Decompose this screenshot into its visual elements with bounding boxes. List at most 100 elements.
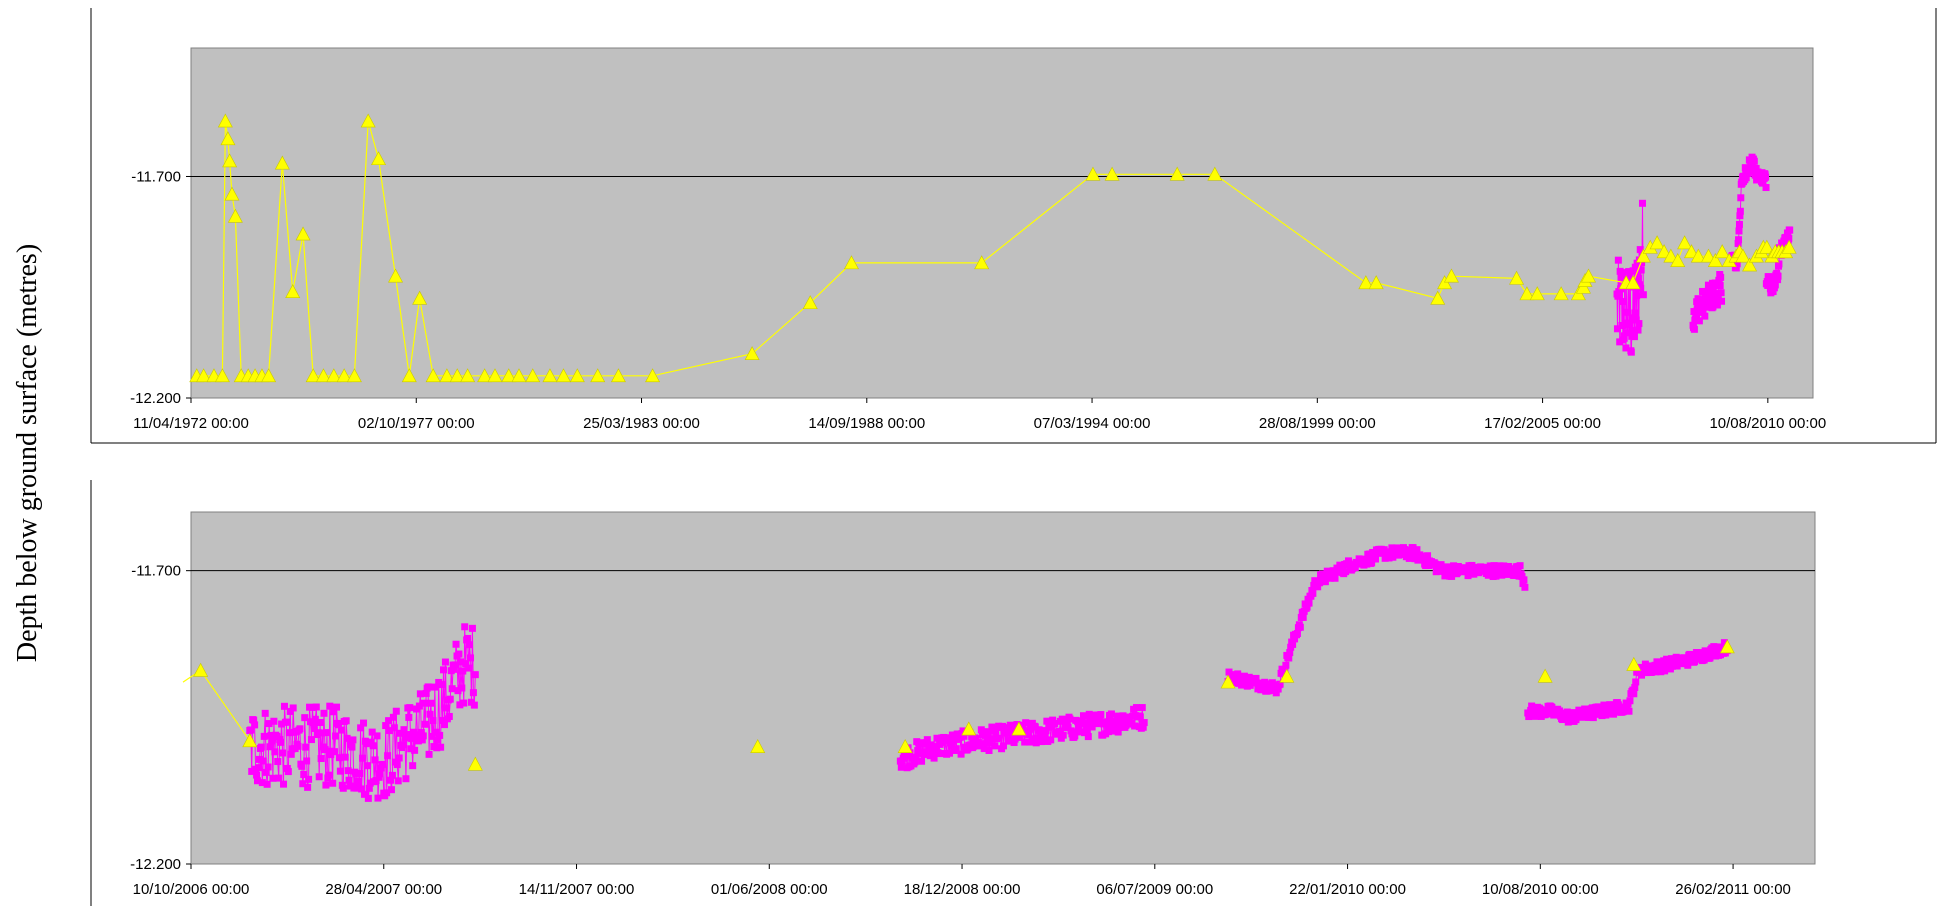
- chart1-manual-point: [555, 368, 571, 383]
- chart2-logger-point: [326, 702, 334, 710]
- chart1-manual-point: [1677, 235, 1693, 250]
- chart2-logger-point: [371, 756, 379, 764]
- chart2-manual-point: [467, 756, 483, 771]
- chart2-logger-point: [1071, 732, 1079, 740]
- chart2-logger-point: [344, 767, 352, 775]
- chart1-manual-point: [1553, 286, 1569, 301]
- chart2-logger-point: [456, 701, 464, 709]
- chart2-logger-point: [919, 740, 927, 748]
- chart2-logger-point: [441, 658, 449, 666]
- chart2-logger-point: [1318, 570, 1326, 578]
- chart2-logger-point: [379, 760, 387, 768]
- chart2-logger-point: [323, 729, 331, 737]
- chart2-logger-point: [1593, 710, 1601, 718]
- chart2-x-tick-label: 22/01/2010 00:00: [1289, 881, 1406, 898]
- chart2-logger-point: [1238, 681, 1246, 689]
- chart2-logger-point: [1018, 721, 1026, 729]
- chart2-logger-point: [277, 738, 285, 746]
- chart2-logger-point: [1003, 729, 1011, 737]
- chart2-logger-point: [278, 720, 286, 728]
- chart1-manual-point: [590, 368, 606, 383]
- chart2-logger-point: [339, 784, 347, 792]
- chart2-logger-point: [427, 699, 435, 707]
- chart2-logger-point: [1122, 721, 1130, 729]
- chart2-logger-point: [333, 703, 341, 711]
- chart2-logger-point: [315, 773, 323, 781]
- chart2-logger-point: [1105, 728, 1113, 736]
- chart1-manual-point: [388, 268, 404, 283]
- chart2-logger-point: [1059, 731, 1067, 739]
- chart1-manual-point: [336, 368, 352, 383]
- chart1-logger-point: [1708, 287, 1716, 295]
- top-chart: -11.700 -12.200 11/04/1972 00:00 02/10/1977…: [130, 47, 1826, 432]
- chart1-manual-point: [1358, 275, 1374, 290]
- chart1-logger-line: [1692, 274, 1722, 330]
- chart2-logger-point: [434, 736, 442, 744]
- chart2-logger-point: [1291, 635, 1299, 643]
- chart2-logger-point: [984, 730, 992, 738]
- chart2-logger-point: [994, 734, 1002, 742]
- chart2-logger-point: [362, 740, 370, 748]
- chart2-logger-point: [1274, 685, 1282, 693]
- chart2-logger-point: [960, 732, 968, 740]
- chart2-logger-point: [1083, 728, 1091, 736]
- chart1-manual-point: [295, 226, 311, 241]
- chart2-logger-point: [289, 704, 297, 712]
- chart1-x-tick-label: 28/08/1999 00:00: [1259, 415, 1376, 432]
- chart2-y-tick-label: -11.700: [131, 563, 181, 580]
- chart2-logger-point: [1272, 689, 1280, 697]
- chart2-logger-point: [387, 786, 395, 794]
- chart1-manual-point: [1690, 248, 1706, 263]
- chart2-logger-point: [264, 763, 272, 771]
- chart2-logger-point: [280, 702, 288, 710]
- chart2-logger-point: [422, 689, 430, 697]
- chart2-manual-point: [961, 721, 977, 736]
- chart2-logger-point: [977, 726, 985, 734]
- chart2-logger-point: [304, 783, 312, 791]
- chart1-manual-point: [1700, 248, 1716, 263]
- chart1-manual-point: [511, 368, 527, 383]
- chart2-logger-point: [388, 771, 396, 779]
- chart2-logger-point: [1437, 561, 1445, 569]
- chart2-x-tick-label: 10/08/2010 00:00: [1482, 881, 1599, 898]
- chart2-logger-point: [260, 732, 268, 740]
- chart2-logger-point: [454, 687, 462, 695]
- chart2-manual-point: [1719, 639, 1735, 654]
- chart2-logger-point: [1575, 706, 1583, 714]
- chart2-logger-point: [1305, 599, 1313, 607]
- chart2-logger-point: [1047, 736, 1055, 744]
- chart1-y-tick-label: -12.200: [130, 390, 181, 407]
- chart2-logger-point: [1683, 657, 1691, 665]
- chart1-logger-point: [1762, 184, 1770, 192]
- chart2-logger-point: [1234, 670, 1242, 678]
- chart2-logger-point: [956, 733, 964, 741]
- chart2-logger-point: [897, 763, 905, 771]
- chart2-logger-point: [1021, 738, 1029, 746]
- chart2-logger-point: [321, 746, 329, 754]
- chart2-logger-point: [1309, 589, 1317, 597]
- chart2-logger-point: [253, 771, 261, 779]
- chart2-logger-point: [452, 640, 460, 648]
- chart2-logger-point: [1641, 660, 1649, 668]
- chart2-logger-point: [1002, 724, 1010, 732]
- chart2-logger-point: [335, 754, 343, 762]
- chart2-logger-point: [929, 742, 937, 750]
- chart2-logger-point: [1696, 649, 1704, 657]
- chart2-logger-point: [930, 754, 938, 762]
- chart2-logger-point: [407, 745, 415, 753]
- chart1-manual-point: [1581, 268, 1597, 283]
- chart2-logger-point: [1615, 703, 1623, 711]
- chart2-logger-point: [1519, 580, 1527, 588]
- chart2-logger-point: [1326, 574, 1334, 582]
- chart2-logger-point: [1407, 552, 1415, 560]
- chart2-logger-point: [294, 742, 302, 750]
- chart2-logger-point: [1414, 556, 1422, 564]
- chart2-logger-point: [303, 757, 311, 765]
- chart2-logger-point: [376, 770, 384, 778]
- chart2-logger-point: [360, 790, 368, 798]
- chart2-logger-point: [428, 732, 436, 740]
- chart2-logger-point: [1661, 667, 1669, 675]
- chart2-logger-point: [979, 740, 987, 748]
- chart2-logger-point: [396, 729, 404, 737]
- chart2-logger-point: [341, 753, 349, 761]
